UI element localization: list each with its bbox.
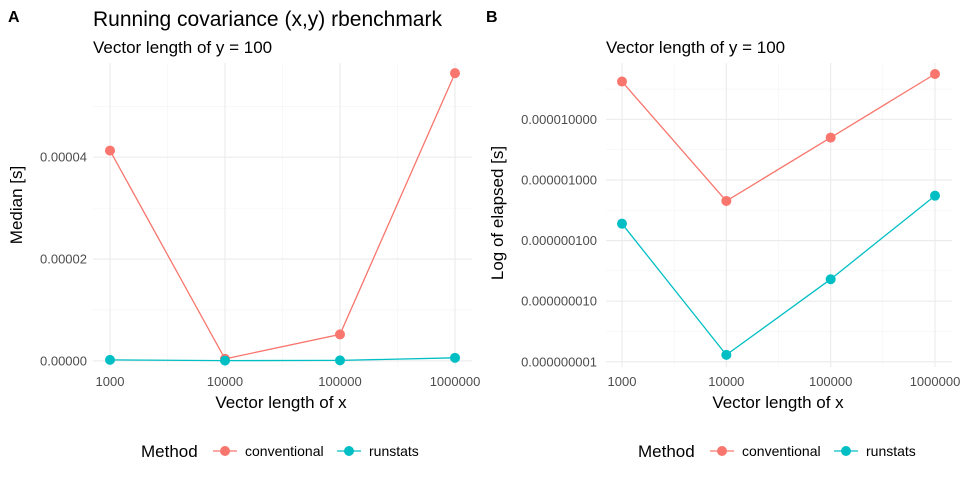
chart-b-line-runstats [621,195,936,356]
chart-a-point-conventional [450,68,460,79]
legend-b-title: Method [638,442,695,461]
chart-a-line-runstats [109,357,456,362]
chart-b-point-runstats [617,218,627,229]
chart-a-x-tick-label: 100000 [318,374,361,389]
chart-b-y-tick-label: 0.000000010 [521,294,597,309]
legend-b-label-runstats: runstats [866,443,916,459]
chart-a-line-conventional [109,72,456,360]
legend-a-key-dot-runstats [344,446,354,456]
legend-b-label-conventional: conventional [742,443,821,459]
chart-b-line-conventional [621,73,936,202]
legend-b-key-dot-runstats [841,446,851,456]
chart-a-point-runstats [450,352,460,363]
legend-a-title: Method [141,442,198,461]
legend-a-label-conventional: conventional [245,443,324,459]
chart-a-y-tick-label: 0.00000 [40,353,87,368]
panel-label-a: A [8,9,20,26]
chart-b-y-tick-label: 0.000001000 [521,172,597,187]
chart-a-xlabel: Vector length of x [215,393,347,412]
chart-a-y-tick-label: 0.00004 [40,150,87,165]
panel-label-b: B [486,9,498,26]
chart-a-ylabel: Median [s] [7,166,26,244]
chart-b-point-runstats [825,274,836,285]
chart-a-point-runstats [220,355,230,366]
chart-b-subtitle: Vector length of y = 100 [606,38,785,57]
chart-a-x-tick-label: 10000 [207,374,243,389]
chart-a-x-tick-label: 1000 [96,374,125,389]
chart-b-x-tick-label: 100000 [809,374,852,389]
chart-b-x-tick-label: 1000 [608,374,637,389]
chart-b-x-tick-label: 10000 [708,374,744,389]
chart-b-y-tick-label: 0.000000100 [521,233,597,248]
chart-b-xlabel: Vector length of x [712,393,844,412]
chart-a-y-tick-label: 0.00002 [40,252,87,267]
chart-b-y-tick-label: 0.000010000 [521,112,597,127]
chart-b-ylabel: Log of elapsed [s] [488,146,507,280]
chart-a-point-conventional [335,329,345,340]
chart-b-point-conventional [721,195,732,206]
legend-a: Method conventional runstats [141,442,419,461]
chart-b-point-conventional [825,132,836,143]
chart-b-x-tick-label: 1000000 [910,374,960,389]
chart-a-point-conventional [105,145,115,156]
chart-a-plot: 1000 10000 100000 1000000 0.00000 0.00002 0.00… [40,63,480,389]
chart-b-y-tick-label: 0.000000001 [521,354,597,369]
chart-a-subtitle: Vector length of y = 100 [93,38,272,57]
chart-b-point-conventional [617,76,627,87]
legend-b-key-dot-conventional [717,446,727,456]
chart-a-point-runstats [105,354,115,365]
chart-b-point-runstats [930,190,940,201]
legend-a-label-runstats: runstats [369,443,419,459]
chart-b-point-runstats [721,349,732,360]
legend-a-key-dot-conventional [220,446,230,456]
chart-b-point-conventional [930,68,940,79]
chart-a-point-runstats [335,355,345,366]
chart-a-x-tick-label: 1000000 [430,374,481,389]
chart-b-plot: 1000 10000 100000 1000000 0.000000001 0.00000… [521,63,960,389]
chart-a-title: Running covariance (x,y) rbenchmark [93,8,442,31]
legend-b: Method conventional runstats [638,442,916,461]
